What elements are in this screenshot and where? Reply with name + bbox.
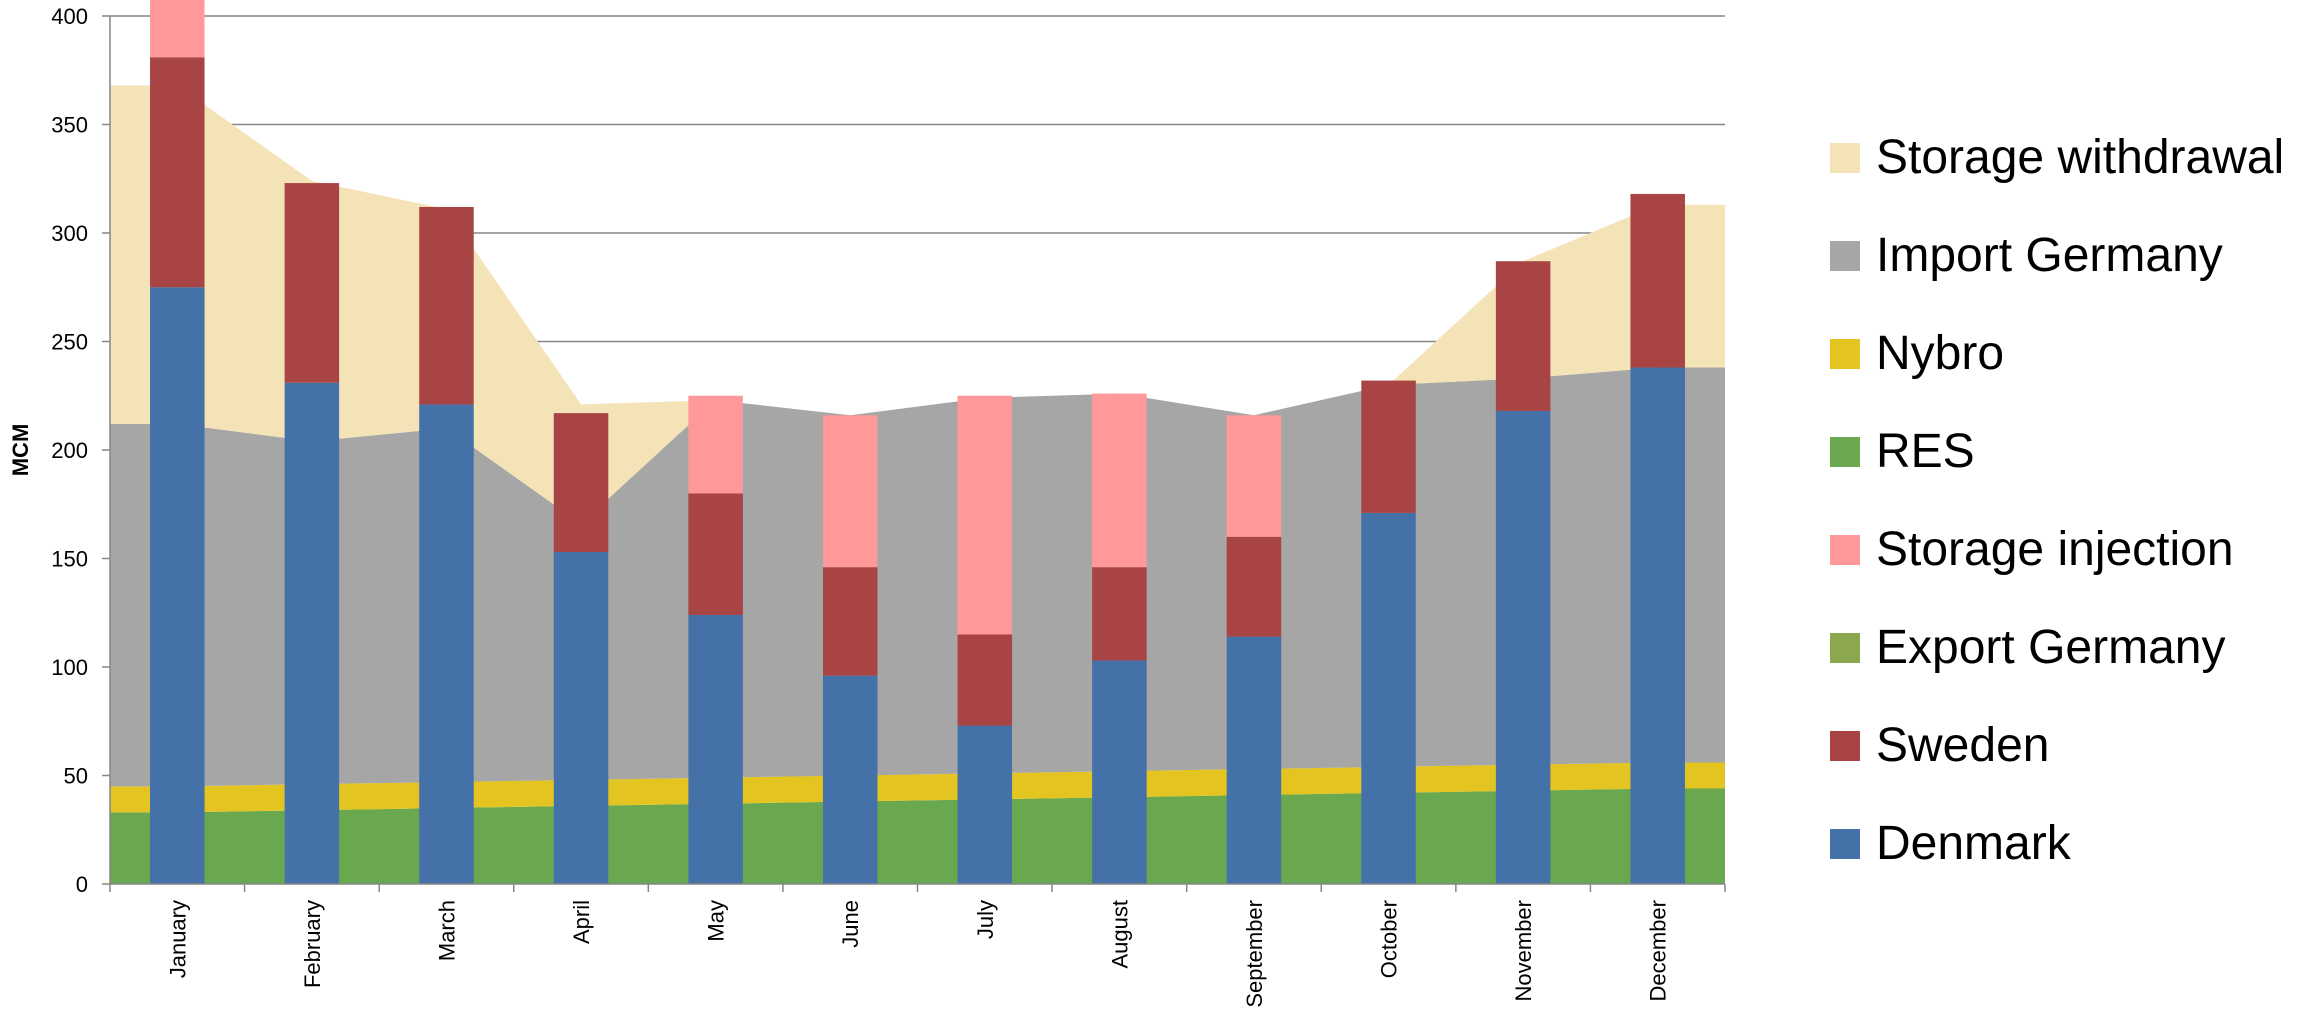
bar-sweden-october	[1361, 380, 1416, 513]
bar-sweden-july	[957, 634, 1013, 726]
area-import-germany	[110, 367, 1725, 787]
area-res	[110, 788, 1725, 884]
x-tick-label: July	[973, 900, 998, 939]
legend-swatch	[1830, 143, 1860, 173]
x-tick-label: November	[1511, 900, 1536, 1001]
legend-item-storage-withdrawal: Storage withdrawal	[1830, 128, 2284, 188]
bar-storage-injection-january	[150, 0, 205, 58]
axes: 0 50 100 150 200 250 300 350 400 January February M…	[51, 4, 1726, 1008]
bar-denmark-november	[1495, 410, 1551, 884]
bar-sweden-december	[1630, 193, 1685, 368]
bar-denmark-august	[1092, 660, 1147, 884]
x-tick-label: February	[300, 900, 325, 988]
x-tick-label: September	[1242, 900, 1267, 1008]
x-tick-label: April	[569, 900, 594, 944]
y-tick-label: 300	[51, 221, 88, 246]
legend-item-denmark: Denmark	[1830, 814, 2071, 874]
x-tick-label: August	[1107, 900, 1132, 969]
area-series-layer	[110, 85, 1725, 884]
bar-denmark-february	[284, 382, 340, 884]
legend-label: Storage withdrawal	[1876, 131, 2285, 184]
legend-swatch	[1830, 241, 1860, 271]
y-axis-title: MCM	[8, 424, 33, 477]
bar-sweden-june	[822, 567, 878, 676]
legend-item-import-germany: Import Germany	[1830, 226, 2223, 286]
bar-denmark-september	[1226, 636, 1282, 884]
legend-label: Export Germany	[1876, 621, 2226, 674]
bar-sweden-may	[688, 493, 743, 615]
bar-denmark-january	[150, 287, 205, 884]
legend-label: Denmark	[1876, 817, 2071, 870]
area-nybro	[110, 762, 1725, 813]
bar-sweden-march	[419, 206, 474, 405]
x-tick-label: January	[165, 900, 190, 978]
bar-sweden-january	[150, 57, 205, 288]
legend-item-export-germany: Export Germany	[1830, 618, 2225, 678]
legend-swatch	[1830, 339, 1860, 369]
bar-storage-injection-may	[688, 395, 743, 494]
legend-swatch	[1830, 633, 1860, 663]
bar-denmark-march	[419, 404, 474, 884]
y-tick-label: 250	[51, 330, 88, 355]
legend-item-nybro: Nybro	[1830, 324, 2004, 384]
legend-swatch	[1830, 535, 1860, 565]
y-tick-label: 150	[51, 547, 88, 572]
bar-sweden-february	[284, 183, 340, 383]
legend-item-sweden: Sweden	[1830, 716, 2049, 776]
x-tick-label: June	[838, 900, 863, 948]
bar-denmark-may	[688, 614, 743, 884]
y-tick-label: 350	[51, 113, 88, 138]
bar-denmark-june	[822, 675, 878, 884]
bar-storage-injection-july	[957, 395, 1013, 635]
bar-storage-injection-august	[1092, 393, 1147, 568]
bar-sweden-august	[1092, 567, 1147, 661]
x-tick-label: March	[434, 900, 459, 961]
bar-storage-injection-june	[822, 415, 878, 568]
bar-sweden-november	[1495, 261, 1551, 411]
legend-label: Sweden	[1876, 719, 2050, 772]
bar-sweden-september	[1226, 536, 1282, 637]
bar-sweden-april	[553, 413, 609, 552]
x-tick-label: October	[1377, 900, 1402, 978]
legend-label: Nybro	[1876, 327, 2005, 380]
x-tick-label: May	[704, 900, 729, 942]
area-storage-withdrawal	[110, 85, 1725, 524]
legend-item-res: RES	[1830, 422, 1975, 482]
y-tick-label: 50	[64, 764, 88, 789]
legend-swatch	[1830, 437, 1860, 467]
x-tick-label: December	[1646, 900, 1671, 1001]
y-tick-label: 0	[76, 872, 88, 897]
bar-denmark-july	[957, 725, 1013, 884]
legend-label: Storage injection	[1876, 523, 2234, 576]
y-tick-label: 100	[51, 655, 88, 680]
legend-swatch	[1830, 829, 1860, 859]
chart-plot: 0 50 100 150 200 250 300 350 400 January February M…	[8, 0, 1726, 1008]
y-tick-label: 400	[51, 4, 88, 29]
legend-label: RES	[1876, 425, 1975, 478]
bar-storage-injection-september	[1226, 415, 1282, 537]
bar-denmark-december	[1630, 367, 1685, 884]
bar-denmark-april	[553, 551, 609, 884]
bar-denmark-october	[1361, 512, 1416, 884]
legend-label: Import Germany	[1876, 229, 2223, 282]
bar-series-layer	[150, 0, 1685, 884]
legend-item-storage-injection: Storage injection	[1830, 520, 2234, 580]
legend-swatch	[1830, 731, 1860, 761]
y-tick-label: 200	[51, 438, 88, 463]
